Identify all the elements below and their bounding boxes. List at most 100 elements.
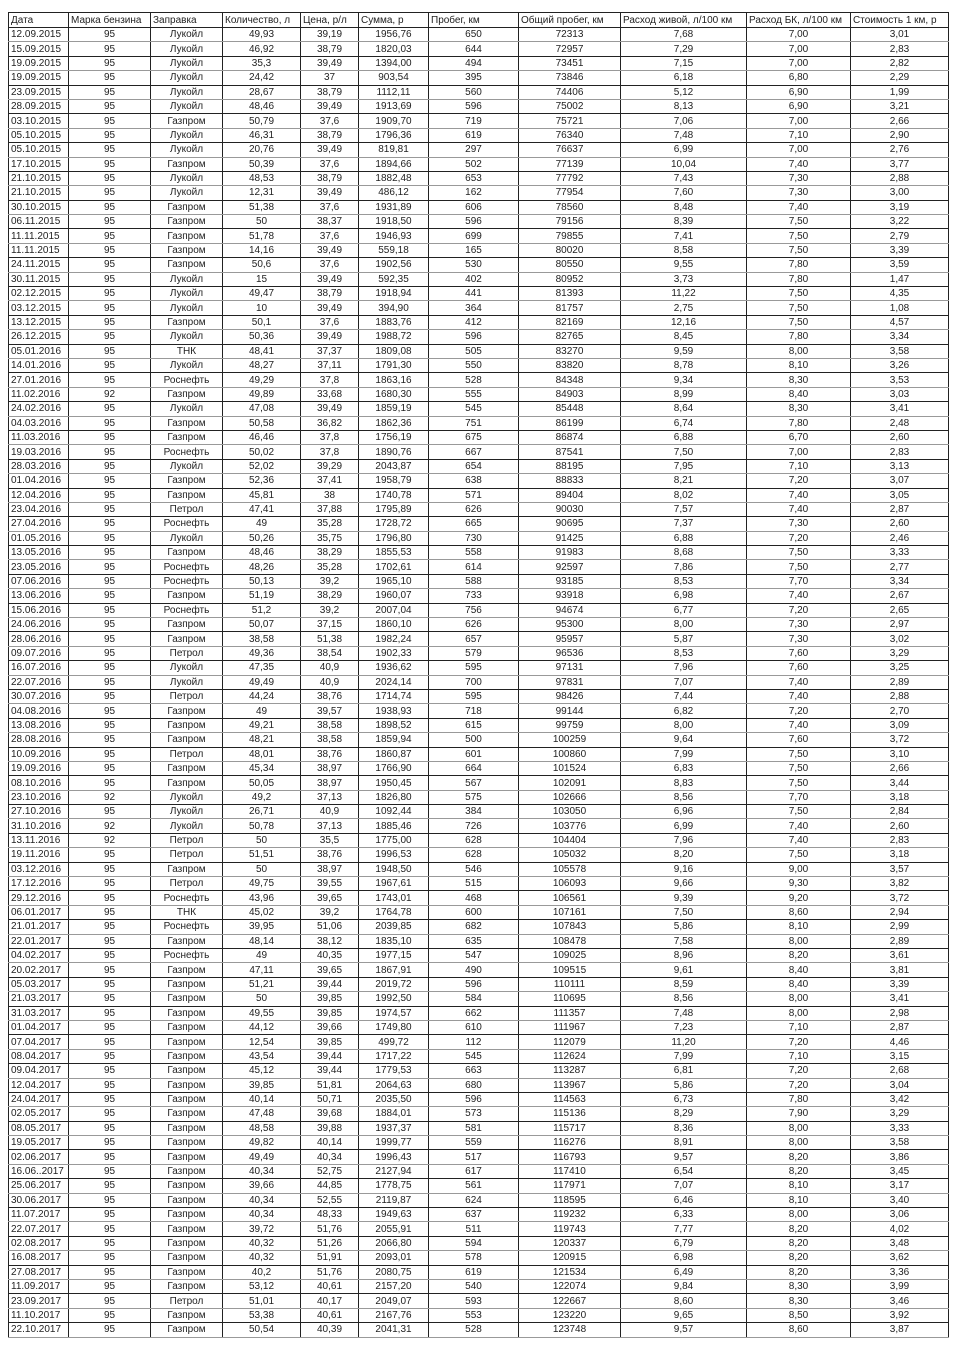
cell-mileage: 561 <box>428 1178 519 1194</box>
cell-mileage: 395 <box>428 70 519 86</box>
cell-station: ТНК <box>150 343 223 359</box>
cell-quantity: 40,32 <box>222 1235 301 1252</box>
cell-date: 23.09.2017 <box>8 1293 69 1309</box>
cell-total-mileage: 99759 <box>518 717 621 734</box>
cell-price: 51,81 <box>300 1077 359 1093</box>
cell-consumption-actual: 8,21 <box>620 473 747 489</box>
cell-sum: 394,90 <box>358 300 429 316</box>
cell-consumption-actual: 7,96 <box>620 832 747 849</box>
cell-fuel-grade: 95 <box>68 602 151 619</box>
cell-total-mileage: 98426 <box>518 688 621 705</box>
cell-quantity: 43,96 <box>222 890 301 906</box>
table-row: 14.01.2016 95 Лукойл 48,27 37,11 1791,30 550 83… <box>8 357 949 374</box>
cell-quantity: 26,71 <box>222 804 301 820</box>
cell-consumption-actual: 5,12 <box>620 84 747 100</box>
cell-mileage: 593 <box>428 1293 519 1309</box>
table-row: 15.06.2016 95 Роснефть 51,2 39,2 2007,04 756 94… <box>8 602 949 619</box>
cell-consumption-actual: 8,56 <box>620 991 747 1007</box>
cell-consumption-actual: 7,68 <box>620 26 747 43</box>
cell-station: Лукойл <box>150 674 223 690</box>
cell-fuel-grade: 95 <box>68 847 151 863</box>
cell-sum: 1996,53 <box>358 847 429 863</box>
cell-fuel-grade: 92 <box>68 789 151 806</box>
cell-date: 19.05.2017 <box>8 1135 69 1151</box>
cell-quantity: 50,54 <box>222 1322 301 1338</box>
cell-price: 38,79 <box>300 127 359 144</box>
cell-price: 39,44 <box>300 1048 359 1065</box>
cell-consumption-computer: 7,50 <box>746 545 851 561</box>
cell-sum: 1949,63 <box>358 1207 429 1223</box>
cell-price: 38,79 <box>300 41 359 57</box>
cell-consumption-actual: 6,79 <box>620 1235 747 1252</box>
cell-consumption-actual: 7,07 <box>620 674 747 690</box>
cell-date: 13.12.2015 <box>8 314 69 331</box>
cell-sum: 2080,75 <box>358 1264 429 1280</box>
cell-cost-per-km: 2,87 <box>850 501 949 518</box>
cell-fuel-grade: 95 <box>68 142 151 158</box>
table-row: 30.06.2017 95 Газпром 40,34 52,55 2119,87 624 1… <box>8 1192 949 1209</box>
cell-mileage: 545 <box>428 1048 519 1065</box>
cell-quantity: 50,02 <box>222 444 301 460</box>
cell-sum: 1394,00 <box>358 55 429 72</box>
cell-cost-per-km: 3,62 <box>850 1250 949 1266</box>
cell-mileage: 680 <box>428 1077 519 1093</box>
cell-price: 37,15 <box>300 617 359 633</box>
cell-cost-per-km: 4,35 <box>850 286 949 302</box>
cell-mileage: 635 <box>428 933 519 950</box>
cell-quantity: 40,32 <box>222 1250 301 1266</box>
cell-cost-per-km: 3,17 <box>850 1178 949 1194</box>
cell-total-mileage: 94674 <box>518 602 621 619</box>
cell-quantity: 50,07 <box>222 617 301 633</box>
cell-date: 28.06.2016 <box>8 631 69 647</box>
cell-sum: 1680,30 <box>358 386 429 403</box>
cell-mileage: 610 <box>428 1019 519 1036</box>
cell-consumption-actual: 7,37 <box>620 516 747 532</box>
cell-mileage: 571 <box>428 487 519 503</box>
cell-cost-per-km: 3,21 <box>850 98 949 115</box>
cell-sum: 2127,94 <box>358 1163 429 1180</box>
cell-quantity: 48,27 <box>222 357 301 374</box>
cell-quantity: 12,54 <box>222 1034 301 1050</box>
cell-mileage: 614 <box>428 559 519 575</box>
cell-mileage: 726 <box>428 818 519 834</box>
table-row: 05.10.2015 95 Лукойл 46,31 38,79 1796,36 619 76… <box>8 127 949 144</box>
cell-consumption-actual: 7,50 <box>620 904 747 921</box>
cell-consumption-actual: 9,59 <box>620 343 747 359</box>
cell-sum: 1714,74 <box>358 688 429 705</box>
cell-consumption-actual: 8,96 <box>620 947 747 964</box>
cell-quantity: 51,19 <box>222 588 301 604</box>
cell-consumption-computer: 7,70 <box>746 789 851 806</box>
cell-consumption-computer: 8,60 <box>746 1322 851 1338</box>
cell-sum: 1974,57 <box>358 1005 429 1021</box>
table-row: 28.06.2016 95 Газпром 38,58 51,38 1982,24 657 9… <box>8 631 949 647</box>
cell-total-mileage: 80952 <box>518 271 621 288</box>
cell-price: 39,57 <box>300 703 359 719</box>
cell-date: 11.03.2016 <box>8 429 69 446</box>
table-row: 06.01.2017 95 ТНК 45,02 39,2 1764,78 600 107161… <box>8 904 949 921</box>
cell-sum: 499,72 <box>358 1034 429 1050</box>
cell-fuel-grade: 95 <box>68 113 151 129</box>
cell-quantity: 28,67 <box>222 84 301 100</box>
cell-price: 37,6 <box>300 156 359 172</box>
cell-date: 01.04.2016 <box>8 473 69 489</box>
cell-mileage: 468 <box>428 890 519 906</box>
cell-price: 37,11 <box>300 357 359 374</box>
cell-date: 02.12.2015 <box>8 286 69 302</box>
table-row: 25.06.2017 95 Газпром 39,66 44,85 1778,75 561 1… <box>8 1178 949 1194</box>
cell-consumption-computer: 8,20 <box>746 947 851 964</box>
cell-price: 51,76 <box>300 1264 359 1280</box>
cell-cost-per-km: 3,82 <box>850 876 949 892</box>
cell-consumption-actual: 6,49 <box>620 1264 747 1280</box>
cell-quantity: 44,24 <box>222 688 301 705</box>
cell-sum: 1826,80 <box>358 789 429 806</box>
cell-price: 39,49 <box>300 401 359 417</box>
cell-mileage: 624 <box>428 1192 519 1209</box>
column-header-fuel-grade: Марка бензина <box>68 12 151 28</box>
cell-total-mileage: 90030 <box>518 501 621 518</box>
cell-quantity: 45,12 <box>222 1063 301 1079</box>
cell-consumption-computer: 7,00 <box>746 142 851 158</box>
cell-price: 39,49 <box>300 300 359 316</box>
cell-consumption-actual: 8,99 <box>620 386 747 403</box>
cell-quantity: 50,78 <box>222 818 301 834</box>
cell-mileage: 718 <box>428 703 519 719</box>
